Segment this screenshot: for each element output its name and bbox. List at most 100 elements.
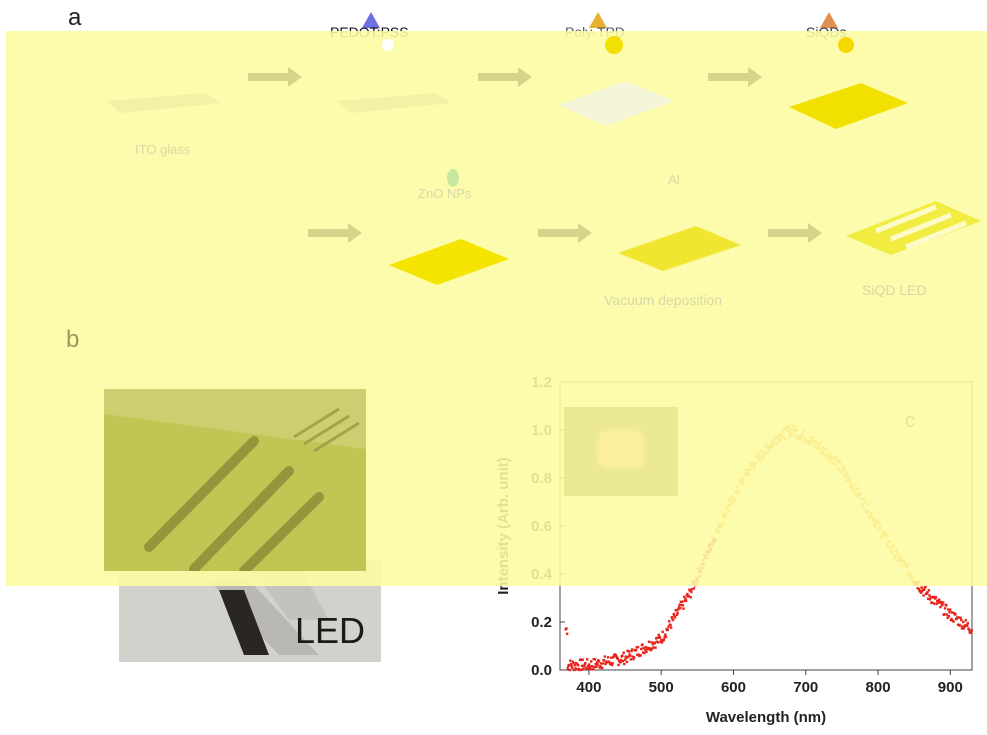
pedot-drop-icon [382,39,394,51]
spectrum-point [956,616,959,619]
spectrum-point [682,595,686,599]
pedot-dropper-icon [362,12,380,28]
spectrum-point [643,648,647,652]
spectrum-point [591,665,594,668]
spectrum-point [658,636,662,639]
spectrum-point [581,658,584,661]
spectrum-point [948,610,951,614]
spectrum-point [602,659,606,662]
arrow-2-icon [478,67,532,87]
spectrum-point [957,616,960,619]
spectrum-point [647,646,650,650]
spectrum-point [956,623,960,626]
spectrum-point [937,598,941,601]
spectrum-point [571,660,575,664]
spectrum-point [578,668,581,672]
spectrum-point [945,604,948,607]
spectrum-point [946,616,949,619]
spectrum-point [937,599,940,603]
spectrum-point [916,587,919,590]
spectrum-point [919,589,922,593]
spectrum-point [961,625,964,628]
spectrum-point [627,650,631,653]
spectrum-point [630,649,633,653]
spectrum-point [572,662,575,665]
fabrication-diagram [6,31,987,586]
spectrum-point [589,660,593,663]
spectrum-point [952,620,955,623]
x-tick-label: 900 [938,679,963,696]
spectrum-point [576,664,580,667]
spectrum-point [645,650,648,654]
spectrum-point [641,651,645,654]
spectrum-point [934,596,938,599]
spectrum-point [566,667,569,670]
siqd-led-label: SiQD LED [862,282,927,298]
spectrum-point [584,666,588,670]
spectrum-point [672,612,675,616]
spectrum-point [688,589,692,592]
spectrum-point [960,627,964,630]
spectrum-point [570,665,573,668]
y-tick-label: 0.2 [531,614,552,631]
spectrum-point [930,601,934,604]
spectrum-point [679,600,683,603]
spectrum-point [596,663,599,666]
x-axis-label: Wavelength (nm) [706,709,826,726]
arrow-6-icon [768,223,822,243]
spectrum-point [601,662,605,665]
spectrum-point [639,654,642,657]
spectrum-point [684,599,688,602]
spectrum-point [595,661,599,664]
ito-substrate [106,93,221,113]
spectrum-point [943,607,947,610]
vacuum-deposition-label: Vacuum deposition [604,292,723,308]
spectrum-point [964,624,967,627]
spectrum-point [928,598,932,601]
spectrum-point [690,590,693,594]
spectrum-point [647,640,651,643]
siqds-drop-icon [838,37,854,53]
spectrum-point [618,659,621,662]
spectrum-point [671,618,675,622]
spectrum-point [653,641,657,645]
spectrum-point [622,651,625,654]
spectrum-point [962,620,965,624]
spectrum-point [934,597,937,600]
spectrum-point [928,594,931,597]
spectrum-point [945,613,949,616]
spectrum-point [625,660,629,664]
spectrum-point [692,587,696,590]
spectrum-point [583,663,586,666]
spectrum-point [594,662,597,666]
spectrum-point [643,651,646,655]
spectrum-point [611,662,614,665]
spectrum-point [582,664,586,668]
spectrum-point [941,601,945,604]
spectrum-point [950,611,954,614]
spectrum-point [599,665,602,668]
spectrum-point [949,608,952,611]
spectrum-point [686,592,689,596]
poly-tpd-drop-icon [605,36,623,54]
spectrum-point [574,661,578,665]
spectrum-point [958,624,962,627]
spectrum-point [588,663,591,666]
spectrum-point [641,643,644,646]
spectrum-point [614,654,618,657]
spectrum-point [606,661,609,664]
spectrum-point [612,655,615,659]
spectrum-point [950,617,953,621]
spectrum-point [642,646,646,650]
spectrum-point [673,614,676,618]
spectrum-point [954,613,957,616]
spectrum-point [599,662,603,665]
panel-a-letter: a [68,4,82,31]
pedot-substrate [336,93,451,113]
spectrum-point [667,625,670,628]
spectrum-point [656,636,659,640]
spectrum-point [629,658,633,661]
spectrum-point [644,645,647,649]
spectrum-point [575,668,579,671]
spectrum-point [660,638,663,642]
